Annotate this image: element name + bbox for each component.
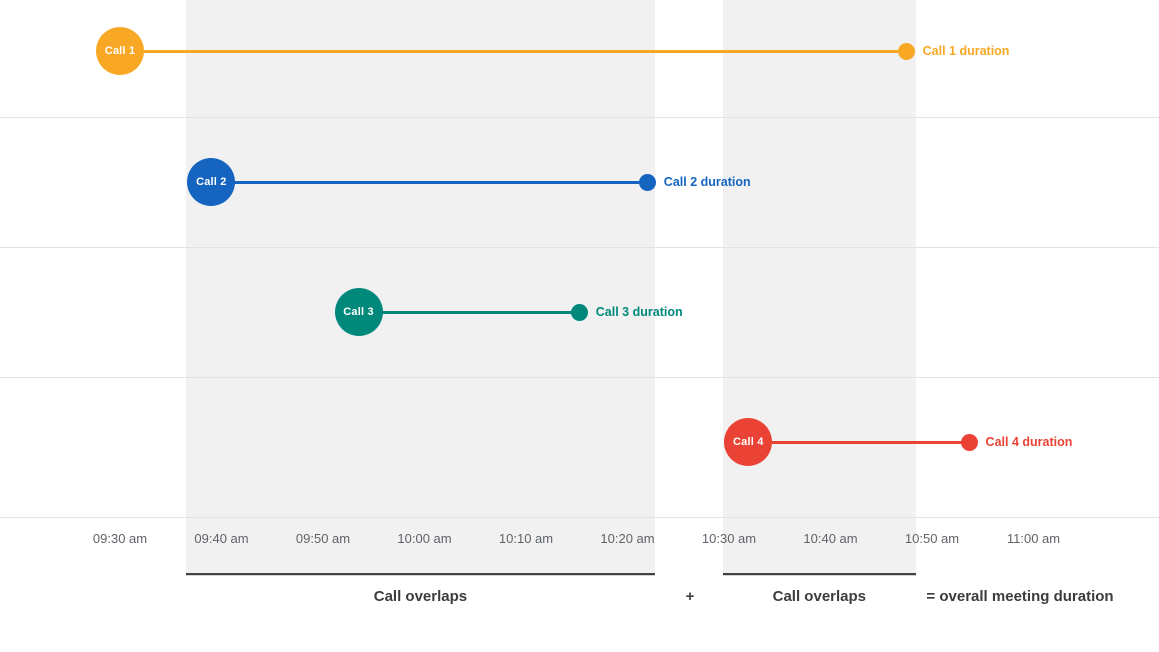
call-start-marker: Call 3	[334, 288, 383, 336]
call-start-marker: Call 1	[96, 27, 144, 75]
axis-tick-label: 09:50 am	[295, 531, 351, 546]
call-start-marker: Call 4	[724, 418, 773, 466]
overlap-underline	[185, 573, 655, 575]
call-duration-line	[120, 49, 907, 53]
axis-tick-label: 10:10 am	[498, 531, 554, 546]
call-end-dot	[639, 173, 657, 191]
axis-tick-label: 10:30 am	[701, 531, 757, 546]
overlap-caption: Call overlaps	[373, 588, 468, 605]
axis-tick-label: 10:40 am	[803, 531, 858, 546]
axis-tick-label: 11:00 am	[1006, 531, 1061, 546]
call-duration-line	[748, 440, 970, 444]
call-duration-label: Call 2 duration	[663, 175, 751, 189]
gridline	[0, 117, 1159, 118]
axis-tick-label: 09:30 am	[92, 531, 148, 546]
overlap-band	[185, 0, 655, 575]
call-duration-line	[211, 180, 648, 184]
axis-tick-label: 10:00 am	[397, 531, 452, 546]
call-duration-label: Call 4 duration	[985, 435, 1073, 449]
call-end-dot	[961, 433, 979, 451]
overlap-band	[722, 0, 916, 575]
axis-tick-label: 09:40 am	[194, 531, 249, 546]
call-duration-label: Call 1 duration	[922, 44, 1010, 58]
gridline	[0, 247, 1159, 248]
gridline	[0, 377, 1159, 378]
call-duration-label: Call 3 duration	[595, 305, 683, 319]
overlap-underline	[722, 573, 916, 575]
plus-sign: +	[685, 588, 695, 605]
call-end-dot	[898, 42, 916, 60]
axis-tick-label: 10:20 am	[600, 531, 655, 546]
call-start-marker: Call 2	[187, 158, 236, 206]
gridline	[0, 517, 1159, 518]
axis-tick-label: 10:50 am	[904, 531, 960, 546]
overall-meeting-duration-label: = overall meeting duration	[926, 588, 1114, 605]
overlap-caption: Call overlaps	[772, 588, 867, 605]
call-duration-line	[358, 310, 580, 314]
call-end-dot	[571, 303, 589, 321]
